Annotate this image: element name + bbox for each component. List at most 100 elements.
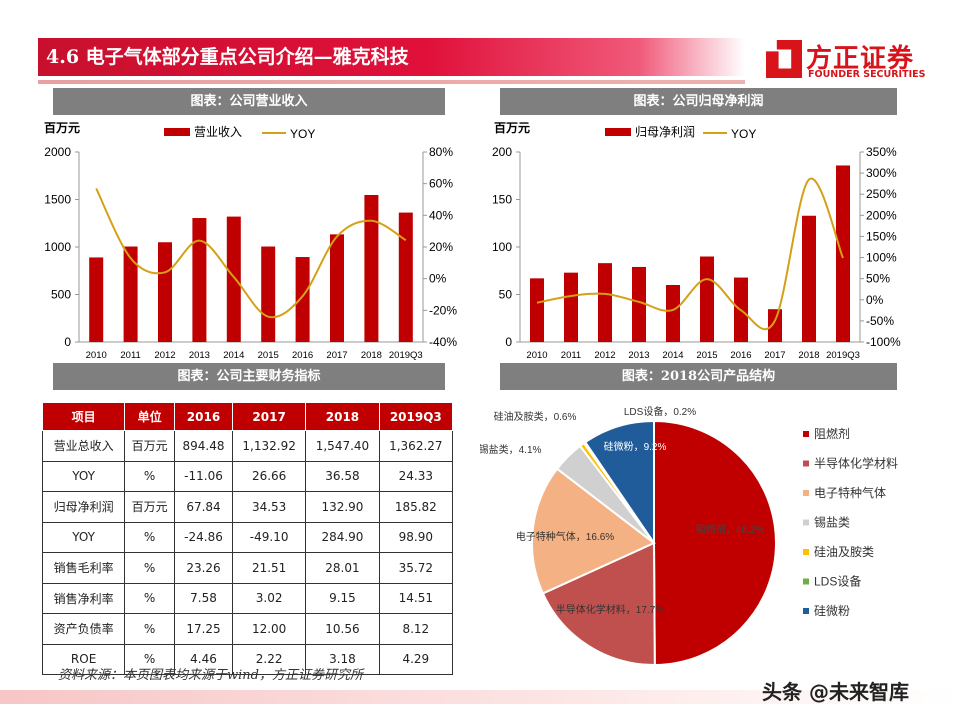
pie-data-label: 阻燃剂，48.2% — [696, 523, 764, 536]
y2-tick-label: 0% — [429, 272, 447, 286]
bar — [364, 194, 379, 342]
table-header-cell: 2017 — [231, 402, 307, 431]
table-cell: 12.00 — [231, 613, 307, 645]
table-cell: 2.22 — [231, 643, 307, 675]
bar — [802, 215, 816, 342]
table-cell: 销售净利率 — [41, 582, 126, 614]
legend-bar-label: 营业收入 — [194, 125, 242, 139]
y2-tick-label: 50% — [866, 272, 890, 286]
table-cell: 归母净利润 — [41, 491, 126, 523]
yoy-line — [536, 177, 844, 331]
table-cell: YOY — [41, 460, 126, 492]
table-cell: % — [124, 613, 176, 645]
table-cell: 28.01 — [305, 552, 380, 584]
table-cell: 7.58 — [174, 582, 233, 614]
bar — [123, 246, 138, 342]
yoy-line — [95, 187, 407, 319]
logo-en: FOUNDER SECURITIES — [808, 69, 926, 80]
table-cell: % — [124, 460, 176, 492]
pie-data-label: 硅油及胺类，0.6% — [494, 410, 577, 423]
table-cell: 17.25 — [174, 613, 233, 645]
table-cell: 24.33 — [378, 460, 454, 492]
bar — [530, 278, 544, 342]
bar — [700, 256, 714, 342]
table-cell: 营业总收入 — [41, 430, 126, 462]
legend-label: 硅微粉 — [814, 604, 850, 618]
table-cell: -49.10 — [231, 521, 307, 553]
x-tick-label: 2012 — [594, 350, 615, 361]
table-cell: 36.58 — [305, 460, 380, 492]
pie-data-label: 半导体化学材料，17.7% — [556, 603, 664, 616]
y2-tick-label: 200% — [866, 208, 897, 222]
x-tick-label: 2010 — [526, 350, 547, 361]
table-cell: 1,362.27 — [378, 430, 454, 462]
bar — [295, 257, 310, 342]
table-cell: % — [124, 521, 176, 553]
y-tick-label: 50 — [499, 288, 513, 302]
table-row: 销售毛利率% 23.26 21.51 28.01 35.72 — [41, 552, 454, 584]
y2-tick-label: -20% — [429, 303, 457, 317]
legend-swatch — [803, 490, 809, 496]
table-row: 归母净利润 百万元 67.84 34.53 132.90 185.82 — [41, 491, 454, 523]
bar — [398, 212, 413, 342]
profit-chart: 百万元 归母净利润 YOY 0 50 100 150 200 -100% -50% 0% 50% 100… — [492, 121, 901, 361]
y2-tick-label: -50% — [866, 314, 894, 328]
bar — [632, 266, 646, 342]
table-cell: 284.90 — [305, 521, 380, 553]
revenue-chart: 百万元 营业收入 YOY 0 500 1000 1500 2000 -40% -20% 0% 20% 4… — [44, 121, 457, 361]
pie-slice — [531, 467, 656, 595]
table-row: 营业总收入 百万元 894.48 1,132.92 1,547.40 1,362.27 — [41, 430, 454, 462]
table-cell: 185.82 — [378, 491, 454, 523]
table-cell: 百万元 — [124, 491, 176, 523]
table-cell: 26.66 — [231, 460, 307, 492]
y-tick-label: 1500 — [44, 193, 71, 207]
y2-tick-label: 150% — [866, 229, 897, 243]
bar — [261, 246, 276, 342]
table-row: YOY% -24.86 -49.10 284.90 98.90 — [41, 521, 454, 553]
table-cell: 资产负债率 — [41, 613, 126, 645]
bar — [666, 285, 680, 342]
pie-slice — [583, 419, 655, 547]
x-tick-label: 2013 — [628, 350, 649, 361]
legend-swatch — [803, 608, 809, 614]
bottom-bar — [0, 690, 960, 704]
table-cell: 销售毛利率 — [41, 552, 126, 584]
table-row: 资产负债率% 17.25 12.00 10.56 8.12 — [41, 613, 454, 645]
table-cell: 67.84 — [174, 491, 233, 523]
table-cell: 8.12 — [378, 613, 454, 645]
pie-data-label: LDS设备，0.2% — [624, 405, 696, 418]
table-header-cell: 项目 — [41, 402, 126, 431]
pie-slice — [653, 419, 777, 667]
legend-label: 半导体化学材料 — [814, 456, 898, 471]
unit-label: 百万元 — [494, 121, 530, 135]
bar — [226, 216, 241, 342]
bar — [768, 309, 782, 342]
title-underline — [38, 80, 745, 84]
y2-tick-label: 100% — [866, 251, 897, 265]
table-cell: -24.86 — [174, 521, 233, 553]
table-cell: 98.90 — [378, 521, 454, 553]
x-tick-label: 2016 — [730, 350, 751, 361]
table-header-cell: 2019Q3 — [378, 402, 454, 431]
y2-tick-label: 300% — [866, 166, 897, 180]
y2-tick-label: 40% — [429, 208, 453, 222]
table-cell: 百万元 — [124, 430, 176, 462]
y2-tick-label: 80% — [429, 145, 453, 159]
y-tick-label: 100 — [492, 240, 512, 254]
legend-swatch — [803, 519, 809, 526]
y2-tick-label: 0% — [866, 293, 884, 307]
legend-swatch — [803, 460, 809, 467]
x-tick-label: 2015 — [696, 350, 717, 361]
table-cell: 1,132.92 — [231, 430, 307, 462]
legend-label: LDS设备 — [814, 575, 861, 589]
table-cell: 21.51 — [231, 552, 307, 584]
table-cell: 23.26 — [174, 552, 233, 584]
table-header-cell: 单位 — [124, 402, 176, 431]
x-tick-label: 2014 — [223, 350, 244, 361]
pie-slice — [541, 541, 656, 666]
x-tick-label: 2013 — [189, 350, 210, 361]
table-cell: 10.56 — [305, 613, 380, 645]
y-tick-label: 2000 — [44, 145, 71, 159]
page-title: 4.6 电子气体部分重点公司介绍—雅克科技 — [38, 38, 745, 76]
